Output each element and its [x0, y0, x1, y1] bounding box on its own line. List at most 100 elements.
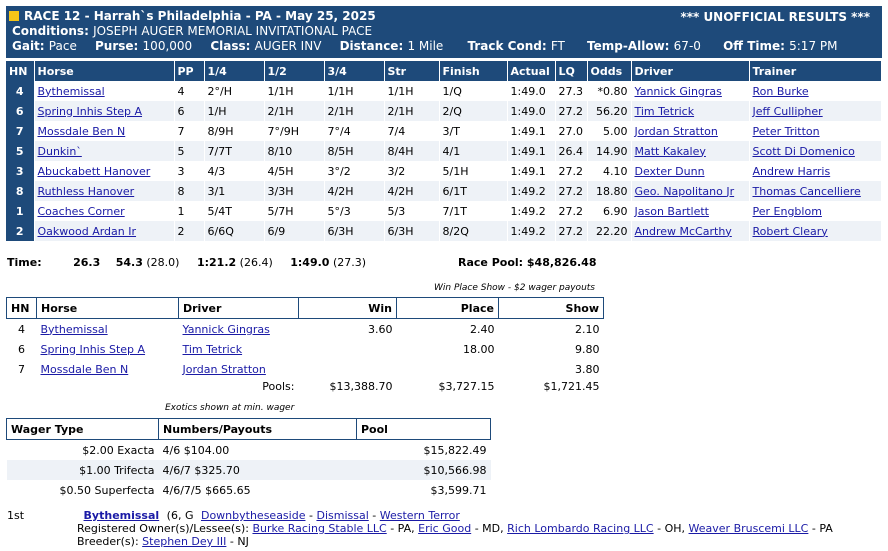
horse-cell-link[interactable]: Spring Inhis Step A: [37, 104, 143, 118]
owner-link-3[interactable]: Rich Lombardo Racing LLC: [507, 522, 654, 535]
race-header: RACE 12 - Harrah`s Philadelphia - PA - M…: [6, 6, 882, 58]
dam-link[interactable]: Dismissal: [316, 509, 369, 522]
driver-cell-link[interactable]: Yannick Gingras: [634, 84, 722, 98]
driver-cell-link[interactable]: Andrew McCarthy: [634, 224, 732, 238]
trainer-cell-link[interactable]: Thomas Cancelliere: [752, 184, 861, 198]
conditions-row: Conditions: JOSEPH AUGER MEMORIAL INVITA…: [12, 24, 372, 39]
horse-cell-link[interactable]: Ruthless Hanover: [37, 184, 135, 198]
driver-cell-link[interactable]: Geo. Napolitano Jr: [634, 184, 735, 198]
wps-horse-cell: Mossdale Ben N: [37, 359, 179, 379]
trainer-cell-link[interactable]: Ron Burke: [752, 84, 809, 98]
exotics-header-row: Wager Type Numbers/Payouts Pool: [6, 418, 491, 440]
wps-col-place: Place: [396, 297, 499, 319]
horse-cell-link[interactable]: Abuckabett Hanover: [37, 164, 151, 178]
lq-cell: 27.0: [555, 121, 588, 141]
quarter-cell: 6/6Q: [204, 221, 265, 241]
breeder-loc: - NJ: [229, 535, 249, 548]
wps-horse-cell-link[interactable]: Spring Inhis Step A: [40, 342, 146, 356]
trainer-cell-link[interactable]: Robert Cleary: [752, 224, 828, 238]
three-quarter-cell: 6/3H: [324, 221, 385, 241]
horse-cell-link[interactable]: Dunkin`: [37, 144, 82, 158]
owner-link-4[interactable]: Weaver Bruscemi LLC: [688, 522, 809, 535]
trainer-cell-link[interactable]: Andrew Harris: [752, 164, 831, 178]
wps-table: HN Horse Driver Win Place Show 4 Bythemis…: [6, 297, 604, 393]
half-cell: 5/7H: [264, 201, 325, 221]
damsire-link[interactable]: Western Terror: [379, 509, 460, 522]
col-pp: PP: [174, 61, 205, 81]
owner-link-1[interactable]: Burke Racing Stable LLC: [252, 522, 387, 535]
owner-link-2[interactable]: Eric Good: [418, 522, 472, 535]
trainer-cell: Per Engblom: [749, 201, 882, 221]
table-row: 5 Dunkin` 5 7/7T 8/10 8/5H 8/4H 4/1 1:49.1 26.4 14…: [6, 141, 882, 161]
wps-driver-cell-link[interactable]: Tim Tetrick: [182, 342, 243, 356]
trainer-cell: Ron Burke: [749, 81, 882, 101]
purse-label: Purse:: [95, 39, 139, 53]
col-stretch: Str: [384, 61, 440, 81]
exotics-caption: Exotics shown at min. wager: [165, 403, 295, 413]
race-title-row: RACE 12 - Harrah`s Philadelphia - PA - M…: [6, 9, 376, 24]
horse-cell-link[interactable]: Bythemissal: [37, 84, 105, 98]
wps-driver-cell: Jordan Stratton: [179, 359, 299, 379]
wps-show-cell: 3.80: [575, 362, 600, 376]
hn-cell: 8: [6, 181, 35, 201]
trainer-cell-link[interactable]: Scott Di Domenico: [752, 144, 855, 158]
driver-cell-link[interactable]: Tim Tetrick: [634, 104, 695, 118]
wps-win-cell: [299, 359, 397, 379]
owner-loc-3: - OH,: [657, 522, 686, 535]
col-quarter: 1/4: [204, 61, 265, 81]
finish-cell: 2/Q: [439, 101, 508, 121]
wps-horse-cell-link[interactable]: Bythemissal: [40, 322, 108, 336]
horse-cell-link[interactable]: Mossdale Ben N: [37, 124, 126, 138]
trainer-cell-link[interactable]: Jeff Cullipher: [752, 104, 823, 118]
horse-cell: Ruthless Hanover: [34, 181, 175, 201]
wps-hn-cell: 7: [18, 362, 25, 376]
wps-show-cell: 9.80: [575, 342, 600, 356]
table-row: 8 Ruthless Hanover 8 3/1 3/3H 4/2H 4/2H 6/1T 1:4…: [6, 181, 882, 201]
actual-cell: 1:49.2: [507, 181, 556, 201]
pp-cell: 7: [174, 121, 205, 141]
breeder-link[interactable]: Stephen Dey III: [142, 535, 227, 548]
driver-cell-link[interactable]: Jordan Stratton: [634, 124, 718, 138]
three-quarter-cell: 2/1H: [324, 101, 385, 121]
quarter-cell: 2°/H: [204, 81, 265, 101]
conditions-label: Conditions:: [12, 24, 89, 38]
finish-place-label: 1st: [7, 509, 25, 522]
finish-cell: 8/2Q: [439, 221, 508, 241]
wps-hn-cell: 4: [18, 322, 25, 336]
half-cell: 8/10: [264, 141, 325, 161]
wps-horse-cell-link[interactable]: Mossdale Ben N: [40, 362, 129, 376]
actual-cell: 1:49.2: [507, 201, 556, 221]
horse-cell-link[interactable]: Coaches Corner: [37, 204, 125, 218]
track-label: Track Cond:: [467, 39, 547, 53]
actual-cell: 1:49.2: [507, 221, 556, 241]
three-quarter-cell: 3°/2: [324, 161, 385, 181]
pp-cell: 2: [174, 221, 205, 241]
driver-cell: Andrew McCarthy: [631, 221, 750, 241]
hn-cell: 5: [6, 141, 35, 161]
wps-col-horse: Horse: [36, 297, 179, 319]
driver-cell-link[interactable]: Dexter Dunn: [634, 164, 705, 178]
lq-cell: 27.2: [555, 181, 588, 201]
driver-cell-link[interactable]: Matt Kakaley: [634, 144, 706, 158]
trainer-cell: Andrew Harris: [749, 161, 882, 181]
half-cell: 1/1H: [264, 81, 325, 101]
trainer-cell-link[interactable]: Per Engblom: [752, 204, 822, 218]
pedigree-dash-1: -: [308, 509, 313, 522]
finish-cell: 7/1T: [439, 201, 508, 221]
driver-cell-link[interactable]: Jason Bartlett: [634, 204, 710, 218]
table-row: 4 Bythemissal 4 2°/H 1/1H 1/1H 1/1H 1/Q 1:49.0 27…: [6, 81, 882, 101]
wps-driver-cell-link[interactable]: Jordan Stratton: [182, 362, 266, 376]
sire-link[interactable]: Downbytheseaside: [200, 509, 306, 522]
class-label: Class:: [210, 39, 251, 53]
ex-col-pool: Pool: [356, 418, 491, 440]
trainer-cell-link[interactable]: Peter Tritton: [752, 124, 820, 138]
pool-cell: $3,599.71: [430, 483, 487, 497]
wps-driver-cell-link[interactable]: Yannick Gingras: [182, 322, 270, 336]
wps-show-cell: 2.10: [575, 322, 600, 336]
wps-horse-cell: Spring Inhis Step A: [37, 339, 179, 359]
winner-link[interactable]: Bythemissal: [83, 509, 160, 522]
table-row: 2 Oakwood Ardan Ir 2 6/6Q 6/9 6/3H 6/3H 8/2Q 1:4…: [6, 221, 882, 241]
trainer-cell: Scott Di Domenico: [749, 141, 882, 161]
horse-cell-link[interactable]: Oakwood Ardan Ir: [37, 224, 137, 238]
horse-cell: Spring Inhis Step A: [34, 101, 175, 121]
